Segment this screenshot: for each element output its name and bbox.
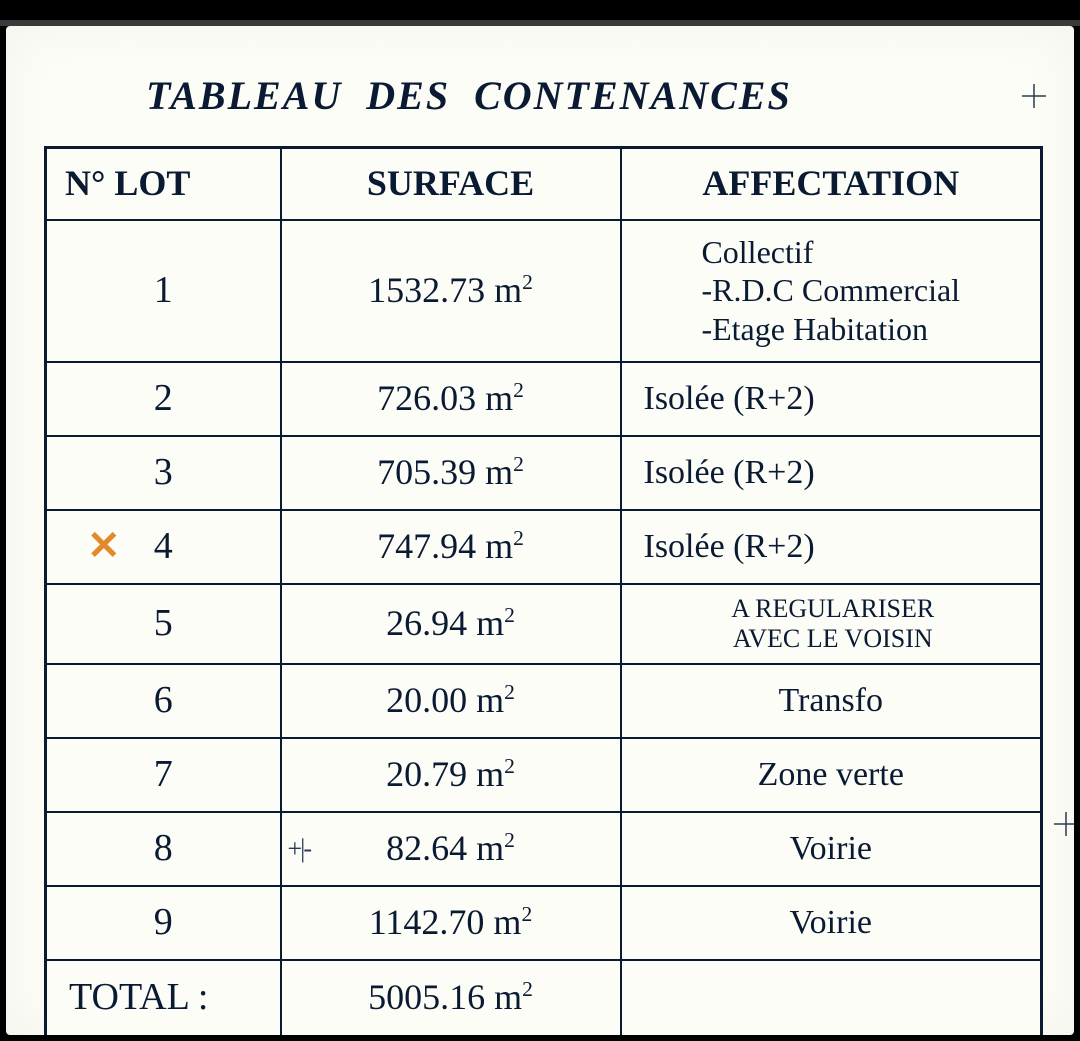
surface-value: 705.39 m2	[377, 452, 524, 492]
cell-lot: 6	[46, 664, 281, 738]
table-row: ✕ 4 747.94 m2 Isolée (R+2)	[46, 510, 1042, 584]
table-row: 6 20.00 m2 Transfo	[46, 664, 1042, 738]
total-surface: 5005.16 m2	[281, 960, 621, 1035]
table-row: 2 726.03 m2 Isolée (R+2)	[46, 362, 1042, 436]
affectation-line: -Etage Habitation	[701, 311, 928, 347]
cell-affectation: Zone verte	[621, 738, 1042, 812]
surface-value: 1142.70 m2	[369, 902, 532, 942]
lot-number: 4	[154, 525, 173, 567]
cell-surface: 747.94 m2	[281, 510, 621, 584]
surface-value: 20.00 m2	[386, 680, 515, 720]
cell-affectation: Collectif -R.D.C Commercial -Etage Habit…	[621, 220, 1042, 362]
table-row: 3 705.39 m2 Isolée (R+2)	[46, 436, 1042, 510]
table-header-row: N° LOT SURFACE AFFECTATION	[46, 148, 1042, 221]
contenances-table: N° LOT SURFACE AFFECTATION 1 1532.73 m2 …	[44, 146, 1043, 1035]
surface-value: 726.03 m2	[377, 378, 524, 418]
col-header-lot: N° LOT	[46, 148, 281, 221]
cell-affectation: Transfo	[621, 664, 1042, 738]
cell-lot: 3	[46, 436, 281, 510]
surface-value: 20.79 m2	[386, 754, 515, 794]
cell-affectation: Voirie	[621, 812, 1042, 886]
cell-surface: 20.79 m2	[281, 738, 621, 812]
cell-affectation: A REGULARISER AVEC LE VOISIN	[621, 584, 1042, 664]
scanner-black-bar	[0, 0, 1080, 20]
table-row: 1 1532.73 m2 Collectif -R.D.C Commercial…	[46, 220, 1042, 362]
crop-mark-icon	[1052, 810, 1074, 838]
surface-value: 1532.73 m2	[368, 270, 533, 310]
cell-surface: 1142.70 m2	[281, 886, 621, 960]
cell-lot: 9	[46, 886, 281, 960]
affectation-line: AVEC LE VOISIN	[644, 624, 1023, 654]
page: TABLEAU DES CONTENANCES N° LOT SURFACE A…	[0, 0, 1080, 1041]
cell-lot: 5	[46, 584, 281, 664]
tick-mark-icon: +|-	[288, 834, 311, 864]
surface-value: 26.94 m2	[386, 603, 515, 643]
total-empty	[621, 960, 1042, 1035]
cell-surface: +|- 82.64 m2	[281, 812, 621, 886]
affectation-line: -R.D.C Commercial	[701, 272, 960, 308]
cell-surface: 1532.73 m2	[281, 220, 621, 362]
col-header-affectation: AFFECTATION	[621, 148, 1042, 221]
total-label: TOTAL :	[46, 960, 281, 1035]
document-title: TABLEAU DES CONTENANCES	[146, 72, 792, 119]
cell-lot: 2	[46, 362, 281, 436]
surface-value: 747.94 m2	[377, 526, 524, 566]
cell-lot: 1	[46, 220, 281, 362]
cell-surface: 705.39 m2	[281, 436, 621, 510]
cell-surface: 26.94 m2	[281, 584, 621, 664]
table-row: 7 20.79 m2 Zone verte	[46, 738, 1042, 812]
affectation-line: A REGULARISER	[644, 594, 1023, 624]
cell-lot: 7	[46, 738, 281, 812]
cell-affectation: Isolée (R+2)	[621, 436, 1042, 510]
crop-mark-icon	[1020, 82, 1048, 110]
table-row: 9 1142.70 m2 Voirie	[46, 886, 1042, 960]
cell-surface: 20.00 m2	[281, 664, 621, 738]
affectation-multiline: Collectif -R.D.C Commercial -Etage Habit…	[701, 233, 960, 348]
table-total-row: TOTAL : 5005.16 m2	[46, 960, 1042, 1035]
table-row: 8 +|- 82.64 m2 Voirie	[46, 812, 1042, 886]
affectation-line: Collectif	[701, 234, 813, 270]
cell-surface: 726.03 m2	[281, 362, 621, 436]
x-mark-icon: ✕	[87, 523, 121, 569]
col-header-surface: SURFACE	[281, 148, 621, 221]
cell-lot: 8	[46, 812, 281, 886]
table-row: 5 26.94 m2 A REGULARISER AVEC LE VOISIN	[46, 584, 1042, 664]
cell-affectation: Isolée (R+2)	[621, 510, 1042, 584]
cell-affectation: Voirie	[621, 886, 1042, 960]
surface-value: 82.64 m2	[386, 828, 515, 868]
surface-value: 5005.16 m2	[368, 977, 533, 1017]
cell-lot: ✕ 4	[46, 510, 281, 584]
cell-affectation: Isolée (R+2)	[621, 362, 1042, 436]
paper-sheet: TABLEAU DES CONTENANCES N° LOT SURFACE A…	[6, 26, 1074, 1035]
